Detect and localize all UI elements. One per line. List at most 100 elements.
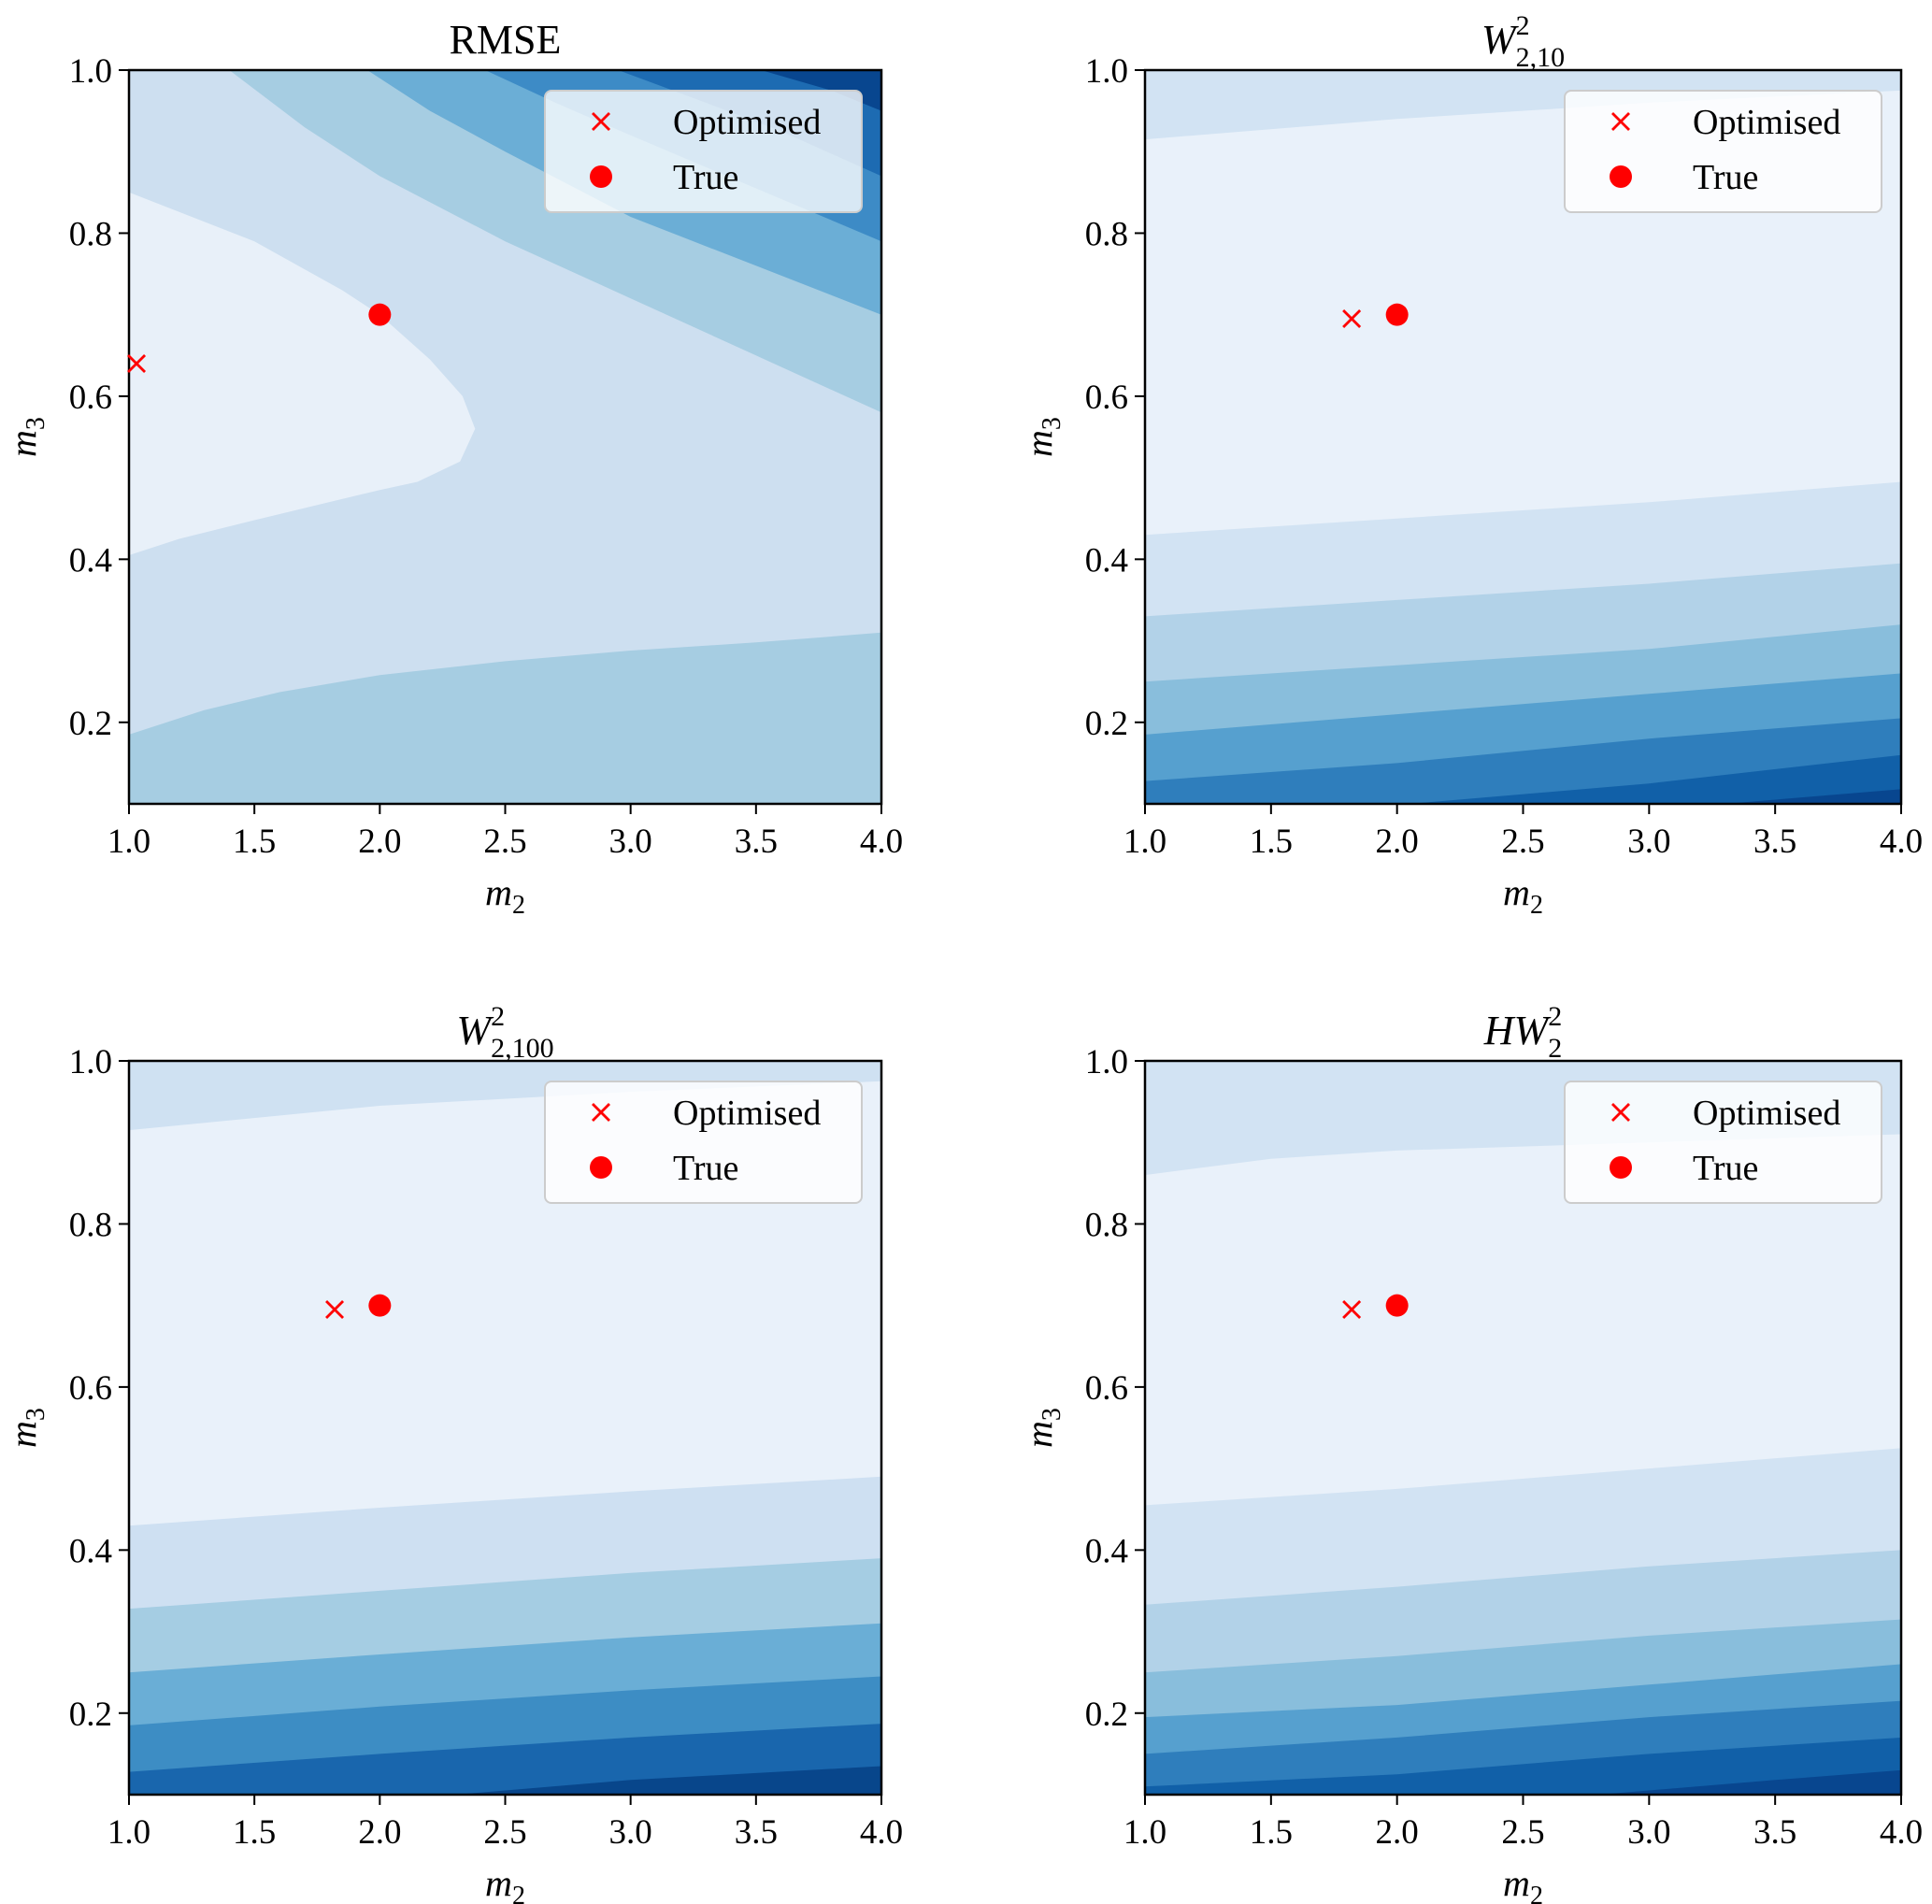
y-tick-label: 0.2 [1085, 1696, 1128, 1734]
subplot-title-sub: 2,10 [1516, 42, 1566, 73]
y-axis-label-base: m [2, 430, 44, 457]
subplot-2: 1.0 1.5 2.0 2.5 3.0 3.5 4.00.20.40.60.81.0m2m3… [1018, 10, 1923, 920]
x-tick-label: 1.5 [1250, 1813, 1293, 1852]
contour-band-8 [1724, 789, 1901, 804]
y-axis-label-sub: 3 [21, 417, 50, 430]
x-tick-label: 3.5 [1753, 1813, 1796, 1852]
y-axis-label: m3 [2, 1408, 50, 1448]
legend-label-optimised: Optimised [673, 103, 821, 142]
contour-band-2 [129, 632, 881, 804]
y-tick-label: 0.4 [69, 541, 112, 580]
y-axis-label-base: m [2, 1421, 44, 1448]
legend-box [1564, 1081, 1882, 1204]
y-axis-label: m3 [1018, 417, 1066, 457]
legend-optimised-icon [592, 1103, 610, 1122]
x-marker-stroke [1611, 1103, 1630, 1122]
x-axis-label: m2 [1503, 871, 1543, 920]
x-tick-label: 2.5 [1501, 823, 1544, 861]
x-axis-label: m2 [485, 871, 525, 920]
x-axis-label: m2 [1503, 1862, 1543, 1904]
x-tick-label: 3.5 [735, 1813, 778, 1852]
x-tick-label: 2.0 [1376, 1813, 1419, 1852]
x-tick-label: 2.5 [483, 823, 526, 861]
x-tick-label: 1.5 [233, 823, 276, 861]
contour-band-1 [1145, 70, 1901, 140]
contour-band-1 [129, 192, 476, 556]
contour-band-7 [1410, 754, 1901, 804]
x-tick-label: 2.5 [1501, 1813, 1544, 1852]
y-axis-label-sub: 3 [21, 1408, 50, 1421]
true-point-marker [1385, 1294, 1409, 1317]
optimised-point-marker [127, 354, 147, 373]
contour-band-7 [761, 70, 881, 111]
legend-label-optimised: Optimised [1693, 1094, 1840, 1133]
legend: Optimised True [1564, 90, 1882, 213]
y-tick-label: 0.4 [1085, 1532, 1128, 1570]
y-tick-label: 0.8 [69, 215, 112, 253]
x-tick-label: 4.0 [1880, 823, 1923, 861]
x-marker-stroke [325, 1300, 345, 1320]
x-tick-label: 1.0 [107, 823, 150, 861]
legend-optimised-icon [1611, 1103, 1630, 1122]
x-marker-stroke [592, 112, 610, 131]
contour-band-1 [129, 1061, 881, 1131]
x-tick-label: 2.0 [1376, 823, 1419, 861]
legend: Optimised True [544, 90, 863, 213]
legend-label-true: True [1693, 158, 1758, 197]
legend-optimised-icon [1611, 112, 1630, 131]
subplot-title: W2 2,100 [456, 1001, 553, 1064]
x-marker-stroke [592, 1103, 610, 1122]
y-tick-label: 1.0 [69, 1043, 112, 1081]
x-axis-label-sub: 2 [1530, 891, 1543, 920]
x-tick-label: 1.0 [1123, 823, 1166, 861]
true-point-marker [368, 1294, 392, 1317]
x-axis-label-sub: 2 [1530, 1882, 1543, 1904]
contour-area [1145, 1061, 1901, 1795]
subplot-3: 1.0 1.5 2.0 2.5 3.0 3.5 4.00.20.40.60.81.0m2m3… [2, 1001, 903, 1904]
contour-area [1145, 70, 1901, 804]
legend-true-icon [1610, 165, 1632, 188]
optimised-point-marker [325, 1300, 345, 1320]
legend-label-optimised: Optimised [673, 1094, 821, 1133]
x-tick-label: 3.5 [1753, 823, 1796, 861]
subplot-title-sub: 2,100 [491, 1033, 554, 1064]
legend-box [544, 1081, 863, 1204]
subplot-1: 1.0 1.5 2.0 2.5 3.0 3.5 4.00.20.40.60.81.0m2m3… [2, 17, 903, 920]
legend-label-optimised: Optimised [1693, 103, 1840, 142]
x-tick-label: 3.0 [1627, 1813, 1670, 1852]
x-axis-label-base: m [485, 1862, 512, 1904]
legend-true-icon [1610, 1156, 1632, 1179]
x-tick-label: 2.5 [483, 1813, 526, 1852]
x-axis-label-base: m [1503, 1862, 1530, 1904]
x-tick-label: 4.0 [860, 823, 903, 861]
legend-label-true: True [673, 1149, 738, 1188]
legend-true-icon [590, 165, 612, 188]
x-axis-label-sub: 2 [512, 1882, 525, 1904]
legend-label-true: True [1693, 1149, 1758, 1188]
x-tick-label: 2.0 [358, 1813, 401, 1852]
x-axis-label: m2 [485, 1862, 525, 1904]
legend: Optimised True [1564, 1081, 1882, 1204]
subplot-title-base: RMSE [450, 17, 562, 63]
y-tick-label: 0.2 [1085, 705, 1128, 743]
optimised-point-marker [1342, 309, 1362, 329]
subplot-title: HW2 2 [1483, 1001, 1562, 1064]
subplot-title-sub: 2 [1548, 1033, 1562, 1064]
y-tick-label: 0.8 [69, 1206, 112, 1244]
contour-band-7 [1145, 1737, 1901, 1795]
y-tick-label: 1.0 [69, 52, 112, 91]
y-axis-label: m3 [2, 417, 50, 457]
y-axis-label: m3 [1018, 1408, 1066, 1448]
y-axis-label-base: m [1018, 430, 1060, 457]
subplot-title-base: W [1481, 17, 1519, 63]
legend-optimised-icon [592, 112, 610, 131]
true-point-marker [1385, 303, 1409, 326]
y-tick-label: 0.8 [1085, 215, 1128, 253]
x-tick-label: 1.0 [107, 1813, 150, 1852]
legend-box [544, 90, 863, 213]
subplot-4: 1.0 1.5 2.0 2.5 3.0 3.5 4.00.20.40.60.81.0m2m3… [1018, 1001, 1923, 1904]
x-tick-label: 3.0 [609, 823, 652, 861]
x-tick-label: 4.0 [1880, 1813, 1923, 1852]
x-tick-label: 4.0 [860, 1813, 903, 1852]
